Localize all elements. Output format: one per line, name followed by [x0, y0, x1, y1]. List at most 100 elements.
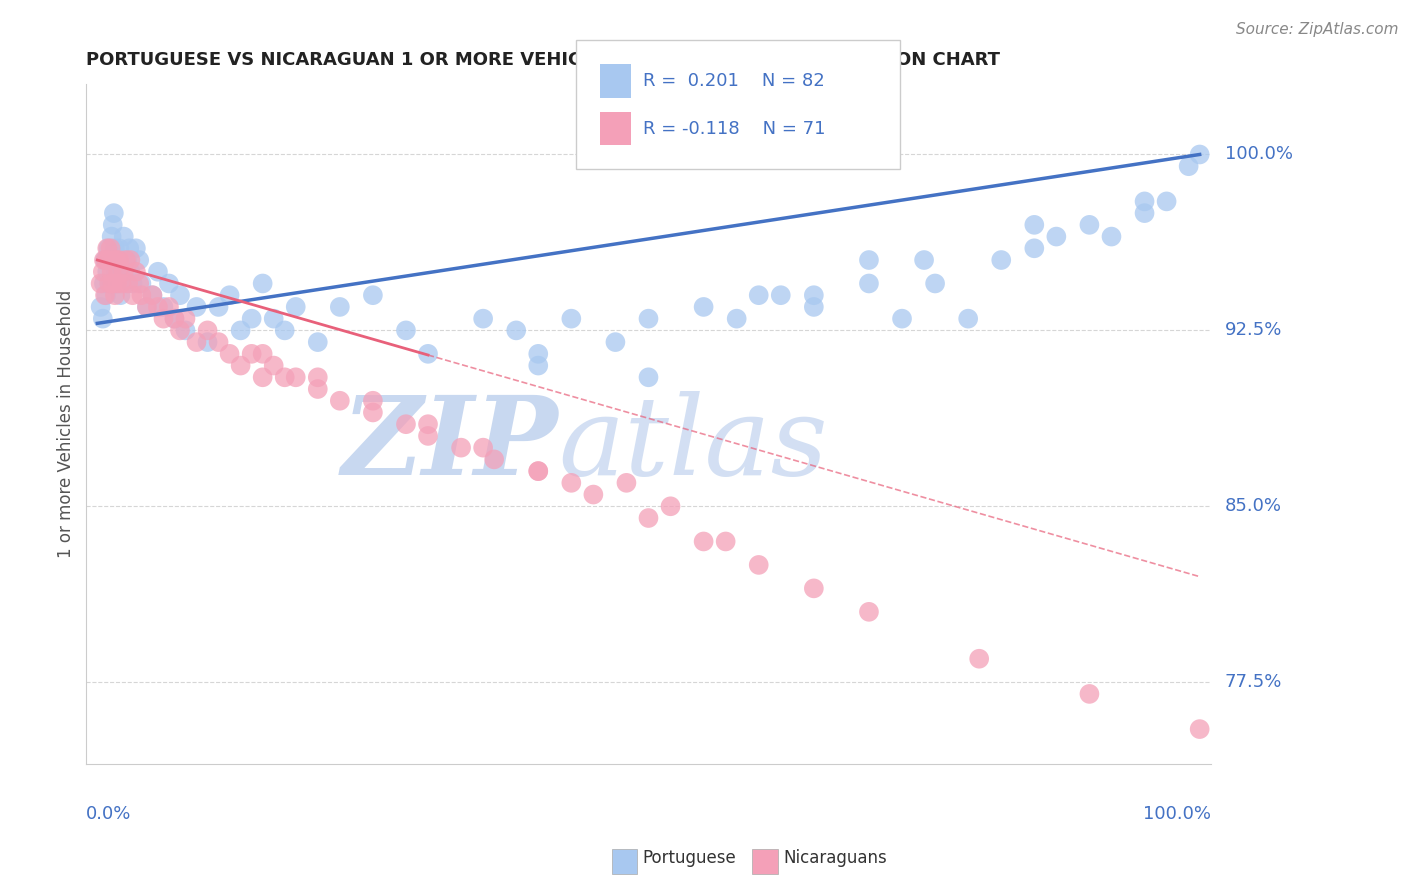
- Point: [105, 253, 128, 268]
- Point: [416, 429, 439, 443]
- Text: Portuguese: Portuguese: [643, 849, 737, 867]
- Point: [110, 277, 132, 291]
- Point: [125, 265, 148, 279]
- Point: [307, 382, 329, 396]
- Text: 0.0%: 0.0%: [86, 805, 132, 823]
- Point: [98, 277, 121, 291]
- Text: R = -0.118    N = 71: R = -0.118 N = 71: [643, 120, 825, 138]
- Point: [93, 253, 115, 268]
- Y-axis label: 1 or more Vehicles in Household: 1 or more Vehicles in Household: [58, 290, 75, 558]
- Point: [263, 311, 285, 326]
- Point: [91, 265, 114, 279]
- Point: [769, 288, 792, 302]
- Point: [616, 475, 638, 490]
- Point: [1188, 147, 1211, 161]
- Point: [100, 241, 122, 255]
- Point: [361, 405, 384, 419]
- Point: [120, 253, 142, 268]
- Point: [110, 265, 132, 279]
- Point: [395, 417, 418, 432]
- Point: [141, 288, 163, 302]
- Point: [100, 253, 122, 268]
- Point: [96, 241, 118, 255]
- Point: [135, 300, 157, 314]
- Point: [229, 359, 252, 373]
- Point: [527, 464, 550, 478]
- Point: [97, 241, 120, 255]
- Point: [957, 311, 980, 326]
- Point: [118, 241, 141, 255]
- Point: [1078, 218, 1101, 232]
- Point: [112, 265, 135, 279]
- Point: [229, 323, 252, 337]
- Point: [207, 300, 229, 314]
- Point: [100, 229, 122, 244]
- Point: [157, 300, 180, 314]
- Point: [990, 253, 1012, 268]
- Text: 100.0%: 100.0%: [1143, 805, 1211, 823]
- Point: [107, 253, 129, 268]
- Text: R =  0.201    N = 82: R = 0.201 N = 82: [643, 72, 824, 90]
- Point: [240, 347, 263, 361]
- Point: [307, 335, 329, 350]
- Text: 92.5%: 92.5%: [1225, 321, 1282, 339]
- Point: [725, 311, 748, 326]
- Point: [1188, 722, 1211, 736]
- Point: [112, 229, 135, 244]
- Point: [94, 288, 117, 302]
- Point: [273, 323, 295, 337]
- Point: [169, 288, 191, 302]
- Point: [97, 253, 120, 268]
- Point: [1024, 218, 1046, 232]
- Point: [1045, 229, 1067, 244]
- Point: [560, 475, 582, 490]
- Point: [637, 511, 659, 525]
- Point: [659, 500, 682, 514]
- Point: [90, 277, 112, 291]
- Point: [329, 300, 352, 314]
- Text: atlas: atlas: [558, 391, 828, 499]
- Point: [91, 311, 114, 326]
- Point: [361, 288, 384, 302]
- Point: [174, 323, 197, 337]
- Point: [141, 288, 163, 302]
- Point: [186, 335, 208, 350]
- Point: [637, 370, 659, 384]
- Point: [416, 347, 439, 361]
- Point: [527, 347, 550, 361]
- Point: [131, 277, 153, 291]
- Point: [115, 253, 138, 268]
- Point: [105, 265, 128, 279]
- Point: [858, 605, 880, 619]
- Point: [131, 288, 153, 302]
- Point: [114, 277, 136, 291]
- Point: [218, 288, 240, 302]
- Point: [858, 253, 880, 268]
- Point: [692, 300, 714, 314]
- Point: [891, 311, 914, 326]
- Point: [135, 300, 157, 314]
- Point: [163, 311, 186, 326]
- Point: [101, 277, 124, 291]
- Point: [748, 558, 770, 572]
- Point: [748, 288, 770, 302]
- Point: [94, 288, 117, 302]
- Text: 77.5%: 77.5%: [1225, 673, 1282, 691]
- Point: [252, 370, 274, 384]
- Point: [207, 335, 229, 350]
- Text: PORTUGUESE VS NICARAGUAN 1 OR MORE VEHICLES IN HOUSEHOLD CORRELATION CHART: PORTUGUESE VS NICARAGUAN 1 OR MORE VEHIC…: [86, 51, 1000, 69]
- Point: [560, 311, 582, 326]
- Point: [197, 323, 219, 337]
- Point: [174, 311, 197, 326]
- Point: [527, 464, 550, 478]
- Point: [152, 300, 174, 314]
- Point: [284, 300, 307, 314]
- Point: [115, 253, 138, 268]
- Point: [121, 288, 143, 302]
- Point: [416, 417, 439, 432]
- Point: [472, 441, 495, 455]
- Point: [157, 277, 180, 291]
- Point: [197, 335, 219, 350]
- Point: [858, 277, 880, 291]
- Text: Nicaraguans: Nicaraguans: [783, 849, 887, 867]
